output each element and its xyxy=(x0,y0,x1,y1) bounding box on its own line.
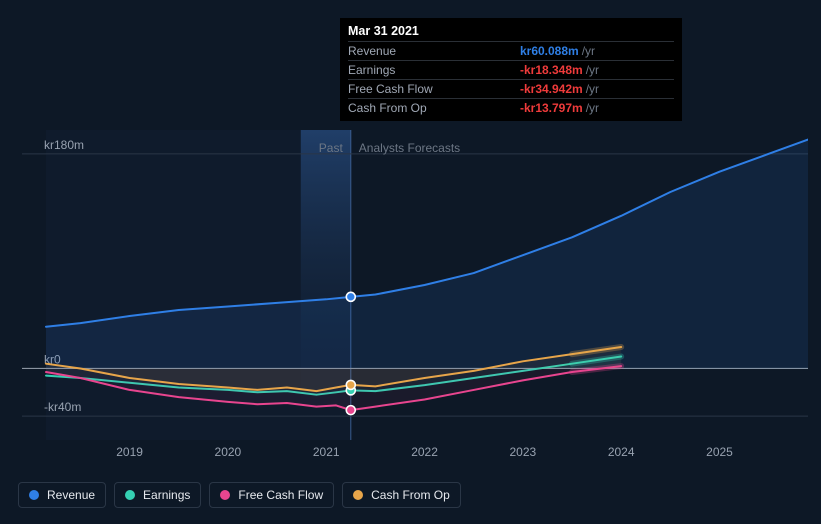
legend-item-fcf[interactable]: Free Cash Flow xyxy=(209,482,334,508)
legend-item-cfo[interactable]: Cash From Op xyxy=(342,482,461,508)
tooltip-date: Mar 31 2021 xyxy=(348,24,674,41)
legend-dot-icon xyxy=(29,490,39,500)
tooltip-table: Revenuekr60.088m/yrEarnings-kr18.348m/yr… xyxy=(348,41,674,117)
svg-text:2021: 2021 xyxy=(313,445,340,459)
tooltip-row-label: Cash From Op xyxy=(348,99,492,118)
tooltip-row: Earnings-kr18.348m/yr xyxy=(348,61,674,80)
tooltip-row: Cash From Op-kr13.797m/yr xyxy=(348,99,674,118)
svg-text:Past: Past xyxy=(319,141,344,155)
tooltip-row-label: Earnings xyxy=(348,61,492,80)
tooltip-row-value: -kr18.348m/yr xyxy=(492,61,674,80)
legend-label: Earnings xyxy=(143,488,190,502)
tooltip-row-label: Free Cash Flow xyxy=(348,80,492,99)
legend-item-revenue[interactable]: Revenue xyxy=(18,482,106,508)
legend-label: Free Cash Flow xyxy=(238,488,323,502)
svg-text:2019: 2019 xyxy=(116,445,143,459)
svg-text:2020: 2020 xyxy=(215,445,242,459)
legend-bar: Revenue Earnings Free Cash Flow Cash From O… xyxy=(18,482,461,508)
legend-label: Cash From Op xyxy=(371,488,450,502)
legend-dot-icon xyxy=(220,490,230,500)
tooltip-row-value: -kr13.797m/yr xyxy=(492,99,674,118)
svg-text:2023: 2023 xyxy=(510,445,537,459)
chart-tooltip: Mar 31 2021 Revenuekr60.088m/yrEarnings-… xyxy=(340,18,682,121)
svg-text:kr180m: kr180m xyxy=(44,138,84,152)
legend-label: Revenue xyxy=(47,488,95,502)
legend-dot-icon xyxy=(125,490,135,500)
svg-text:Analysts Forecasts: Analysts Forecasts xyxy=(359,141,460,155)
legend-item-earnings[interactable]: Earnings xyxy=(114,482,201,508)
svg-text:2025: 2025 xyxy=(706,445,733,459)
tooltip-row: Revenuekr60.088m/yr xyxy=(348,42,674,61)
tooltip-row-value: kr60.088m/yr xyxy=(492,42,674,61)
svg-text:2022: 2022 xyxy=(411,445,438,459)
tooltip-row-value: -kr34.942m/yr xyxy=(492,80,674,99)
tooltip-row-label: Revenue xyxy=(348,42,492,61)
svg-text:-kr40m: -kr40m xyxy=(44,400,81,414)
tooltip-row: Free Cash Flow-kr34.942m/yr xyxy=(348,80,674,99)
svg-text:2024: 2024 xyxy=(608,445,635,459)
legend-dot-icon xyxy=(353,490,363,500)
